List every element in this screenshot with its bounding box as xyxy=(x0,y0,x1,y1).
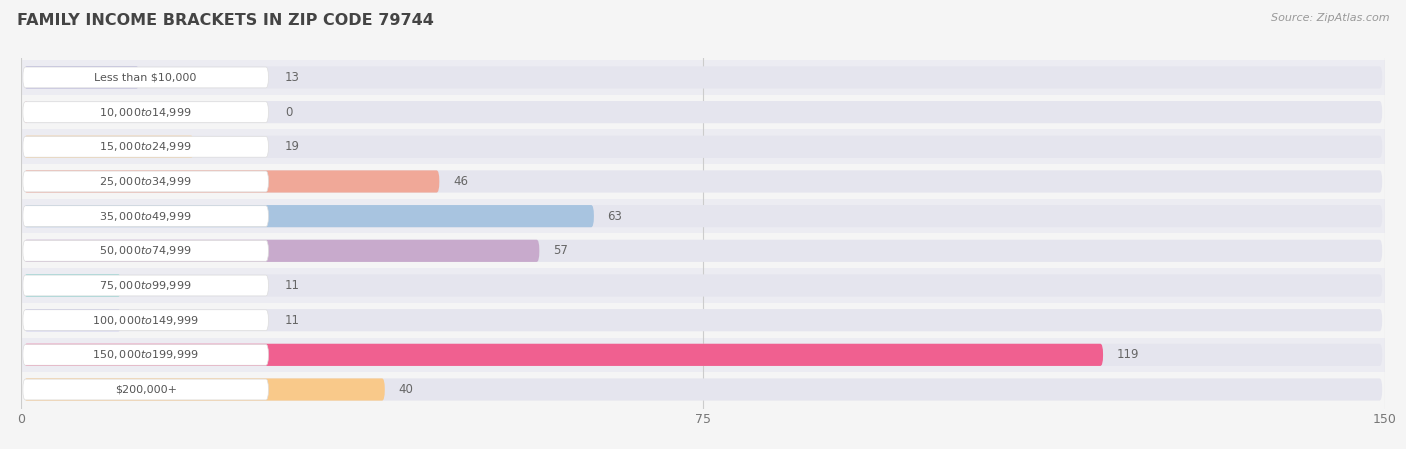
Text: 63: 63 xyxy=(607,210,623,223)
Text: 11: 11 xyxy=(285,279,299,292)
FancyBboxPatch shape xyxy=(24,379,1382,401)
FancyBboxPatch shape xyxy=(22,102,269,123)
FancyBboxPatch shape xyxy=(22,240,269,261)
FancyBboxPatch shape xyxy=(24,66,1382,88)
Bar xyxy=(21,95,1385,129)
FancyBboxPatch shape xyxy=(22,310,269,330)
Bar xyxy=(21,199,1385,233)
FancyBboxPatch shape xyxy=(22,136,269,157)
FancyBboxPatch shape xyxy=(24,136,194,158)
Text: 46: 46 xyxy=(453,175,468,188)
FancyBboxPatch shape xyxy=(24,101,28,123)
FancyBboxPatch shape xyxy=(24,136,1382,158)
Text: 0: 0 xyxy=(285,106,292,119)
Bar xyxy=(21,164,1385,199)
FancyBboxPatch shape xyxy=(24,274,121,297)
FancyBboxPatch shape xyxy=(22,171,269,192)
FancyBboxPatch shape xyxy=(22,206,269,227)
FancyBboxPatch shape xyxy=(24,205,593,227)
FancyBboxPatch shape xyxy=(24,170,439,193)
Bar xyxy=(21,233,1385,268)
Text: 40: 40 xyxy=(398,383,413,396)
FancyBboxPatch shape xyxy=(22,379,269,400)
FancyBboxPatch shape xyxy=(22,67,269,88)
Text: 119: 119 xyxy=(1116,348,1139,361)
Bar xyxy=(21,338,1385,372)
FancyBboxPatch shape xyxy=(24,170,1382,193)
Text: 13: 13 xyxy=(285,71,299,84)
Bar xyxy=(21,303,1385,338)
Text: Source: ZipAtlas.com: Source: ZipAtlas.com xyxy=(1271,13,1389,23)
Text: $35,000 to $49,999: $35,000 to $49,999 xyxy=(100,210,191,223)
Bar xyxy=(21,268,1385,303)
FancyBboxPatch shape xyxy=(24,309,121,331)
FancyBboxPatch shape xyxy=(24,240,540,262)
Text: 11: 11 xyxy=(285,314,299,327)
Text: $200,000+: $200,000+ xyxy=(115,384,177,395)
Text: $10,000 to $14,999: $10,000 to $14,999 xyxy=(100,106,191,119)
FancyBboxPatch shape xyxy=(24,66,139,88)
Text: FAMILY INCOME BRACKETS IN ZIP CODE 79744: FAMILY INCOME BRACKETS IN ZIP CODE 79744 xyxy=(17,13,433,28)
Text: $15,000 to $24,999: $15,000 to $24,999 xyxy=(100,140,191,153)
Text: $100,000 to $149,999: $100,000 to $149,999 xyxy=(93,314,200,327)
FancyBboxPatch shape xyxy=(24,344,1382,366)
Text: $25,000 to $34,999: $25,000 to $34,999 xyxy=(100,175,191,188)
FancyBboxPatch shape xyxy=(24,344,1104,366)
FancyBboxPatch shape xyxy=(24,240,1382,262)
FancyBboxPatch shape xyxy=(24,101,1382,123)
Bar xyxy=(21,60,1385,95)
Bar xyxy=(21,129,1385,164)
Text: 57: 57 xyxy=(553,244,568,257)
FancyBboxPatch shape xyxy=(24,205,1382,227)
Text: $75,000 to $99,999: $75,000 to $99,999 xyxy=(100,279,191,292)
FancyBboxPatch shape xyxy=(24,379,385,401)
Text: Less than $10,000: Less than $10,000 xyxy=(94,72,197,83)
Text: $50,000 to $74,999: $50,000 to $74,999 xyxy=(100,244,191,257)
FancyBboxPatch shape xyxy=(22,275,269,296)
FancyBboxPatch shape xyxy=(22,344,269,365)
FancyBboxPatch shape xyxy=(24,309,1382,331)
Text: 19: 19 xyxy=(285,140,299,153)
FancyBboxPatch shape xyxy=(24,274,1382,297)
Bar xyxy=(21,372,1385,407)
Text: $150,000 to $199,999: $150,000 to $199,999 xyxy=(93,348,200,361)
